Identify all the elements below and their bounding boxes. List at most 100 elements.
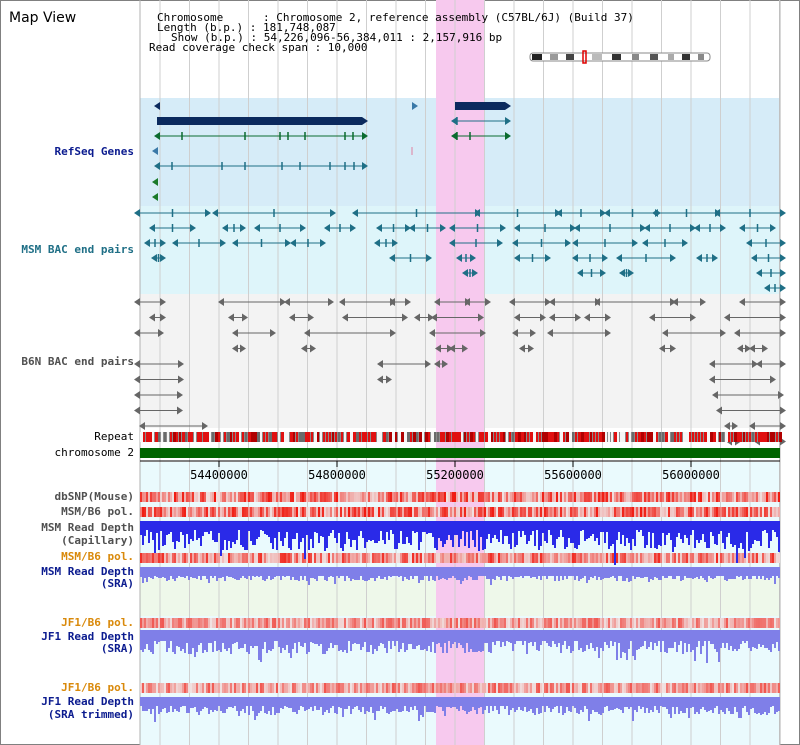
track-label-jf1-depth-sra[interactable]: JF1 Read Depth [41, 630, 134, 643]
jf1-b6-pol-strip [774, 618, 776, 628]
jf1-depth-trimmed-bar [324, 705, 326, 712]
jf1-b6-pol-strip [450, 618, 452, 628]
msm-depth-sra-bar [560, 575, 562, 576]
jf1-depth-trimmed-bar [184, 705, 186, 706]
msm-b6-pol-sra-strip [608, 553, 610, 563]
dbsnp-strip [586, 492, 588, 502]
msm-bac-pair-end [770, 224, 776, 232]
track-label-msm-depth-sra[interactable]: MSM Read Depth [41, 565, 134, 578]
jf1-depth-sra-bar [750, 640, 752, 651]
msm-b6-pol-sra-strip [542, 553, 544, 563]
jf1-depth-trimmed-bar [604, 705, 606, 707]
jf1-b6-pol-strip [206, 618, 208, 628]
msm-b6-pol-sra-strip [770, 553, 772, 563]
jf1-b6-pol-2-strip [318, 683, 320, 693]
track-label-jf1-b6-pol[interactable]: JF1/B6 pol. [61, 616, 134, 629]
msm-depth-sra-bar [344, 575, 346, 581]
jf1-depth-sra-bar [500, 640, 502, 647]
msm-b6-pol-sra-strip [298, 553, 300, 563]
dbsnp-strip [354, 492, 356, 502]
jf1-depth-sra-bar [528, 640, 530, 643]
msm-depth-capillary-bar [474, 529, 476, 547]
dbsnp-strip [530, 492, 532, 502]
jf1-depth-sra-bar [256, 640, 258, 646]
repeat-segment [188, 432, 191, 442]
msm-depth-sra-bar [194, 575, 196, 578]
track-label-b6n-bac[interactable]: B6N BAC end pairs [21, 355, 134, 368]
jf1-depth-trimmed-bar [360, 705, 362, 712]
msm-depth-sra-bar [672, 575, 674, 579]
track-label-msm-bac[interactable]: MSM BAC end pairs [21, 243, 134, 256]
jf1-b6-pol-2-strip [658, 683, 660, 693]
jf1-depth-trimmed-bar [348, 705, 350, 706]
repeat-segment [662, 432, 664, 442]
jf1-b6-pol-strip [340, 618, 342, 628]
msm-b6-pol-sra-strip [554, 553, 556, 563]
jf1-b6-pol-strip [242, 618, 244, 628]
msm-depth-sra-bar [146, 575, 148, 582]
jf1-b6-pol-strip [186, 618, 188, 628]
track-label-msm-depth-capillary[interactable]: MSM Read Depth [41, 521, 134, 534]
msm-depth-capillary-bar [328, 529, 330, 536]
jf1-depth-sra-bar [722, 640, 724, 643]
msm-b6-pol-strip [326, 507, 328, 517]
jf1-depth-trimmed-bar [770, 705, 772, 707]
jf1-b6-pol-2-strip [690, 683, 692, 693]
track-label-msm-b6-pol-sra[interactable]: MSM/B6 pol. [61, 550, 134, 563]
jf1-depth-trimmed-bar [274, 705, 276, 715]
msm-depth-capillary-bar [564, 529, 566, 549]
msm-depth-sra-bar [664, 575, 666, 578]
track-label-jf1-depth-trimmed[interactable]: JF1 Read Depth [41, 695, 134, 708]
msm-b6-pol-strip [370, 507, 372, 517]
msm-b6-pol-sra-strip [380, 553, 382, 563]
msm-b6-pol-sra-strip [696, 553, 698, 563]
jf1-depth-trimmed-bar [452, 705, 454, 707]
dbsnp-strip [396, 492, 398, 502]
b6n-bac-pair-end [390, 329, 396, 337]
jf1-b6-pol-strip [378, 618, 380, 628]
jf1-b6-pol-2-strip [670, 683, 672, 693]
jf1-depth-sra-bar [542, 640, 544, 641]
track-label-chromosome[interactable]: chromosome 2 [54, 446, 134, 459]
msm-b6-pol-sra-strip [290, 553, 292, 563]
jf1-b6-pol-2-strip [604, 683, 606, 693]
msm-b6-pol-sra-strip [352, 553, 354, 563]
jf1-depth-sra-bar [546, 640, 548, 643]
msm-depth-sra-bar [296, 575, 298, 580]
msm-depth-sra-bar [464, 575, 466, 578]
jf1-b6-pol-2-strip [522, 683, 524, 693]
dbsnp-strip [702, 492, 704, 502]
dbsnp-strip [568, 492, 570, 502]
jf1-depth-sra-bar [708, 640, 710, 641]
dbsnp-strip [164, 492, 166, 502]
jf1-depth-trimmed-bar [442, 705, 444, 711]
msm-depth-sra-bar [404, 575, 406, 577]
jf1-depth-sra-bar [156, 640, 158, 644]
msm-depth-sra-bar [240, 575, 242, 578]
msm-b6-pol-sra-strip [414, 553, 416, 563]
msm-b6-pol-strip [548, 507, 550, 517]
track-label-refseq[interactable]: RefSeq Genes [54, 145, 134, 158]
track-label-jf1-b6-pol-2[interactable]: JF1/B6 pol. [61, 681, 134, 694]
msm-b6-pol-strip [190, 507, 192, 517]
dbsnp-strip [634, 492, 636, 502]
track-label-repeat[interactable]: Repeat [94, 430, 134, 443]
msm-depth-sra-bar [536, 575, 538, 579]
msm-b6-pol-sra-strip [176, 553, 178, 563]
jf1-b6-pol-strip [462, 618, 464, 628]
msm-b6-pol-sra-strip [208, 553, 210, 563]
msm-depth-sra-bar [606, 575, 608, 578]
msm-b6-pol-strip [720, 507, 722, 517]
jf1-b6-pol-strip [484, 618, 486, 628]
jf1-depth-trimmed-bar [732, 705, 734, 714]
msm-depth-sra-bar [726, 575, 728, 581]
track-label-dbsnp[interactable]: dbSNP(Mouse) [54, 490, 134, 503]
jf1-b6-pol-strip [428, 618, 430, 628]
jf1-b6-pol-strip [704, 618, 706, 628]
msm-depth-sra-bar [206, 575, 208, 579]
msm-depth-sra-bar [690, 575, 692, 578]
track-label-msm-b6-pol[interactable]: MSM/B6 pol. [61, 505, 134, 518]
msm-b6-pol-strip [354, 507, 356, 517]
jf1-depth-trimmed-bar [478, 705, 480, 708]
msm-b6-pol-sra-strip [408, 553, 410, 563]
